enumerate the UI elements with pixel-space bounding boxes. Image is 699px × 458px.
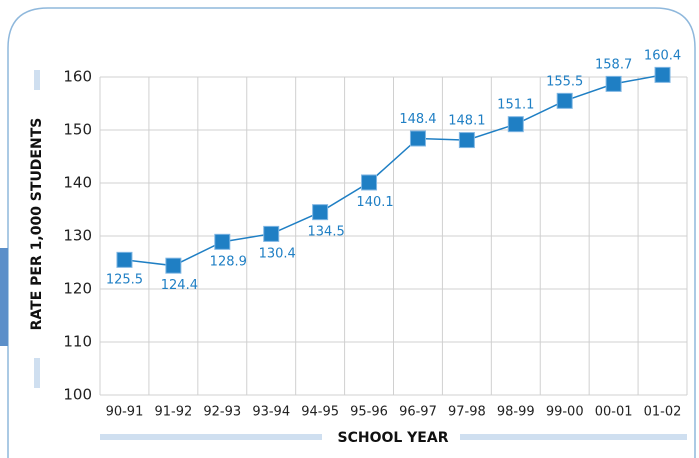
y-tick-label: 130 xyxy=(63,227,92,245)
side-tab xyxy=(0,248,8,346)
value-label: 148.4 xyxy=(399,112,436,127)
x-tick-label: 92-93 xyxy=(203,405,241,420)
x-tick-label: 97-98 xyxy=(448,405,486,420)
marker xyxy=(409,130,426,147)
value-label: 148.1 xyxy=(448,114,485,129)
x-axis-label: SCHOOL YEAR xyxy=(338,430,449,446)
marker xyxy=(605,75,622,92)
x-tick-label: 93-94 xyxy=(252,405,290,420)
x-tick-label: 90-91 xyxy=(106,405,144,420)
marker xyxy=(458,132,475,149)
line xyxy=(124,74,663,267)
x-tick-label: 00-01 xyxy=(595,405,633,420)
marker xyxy=(312,204,329,221)
value-label: 128.9 xyxy=(210,254,247,269)
y-axis-label: RATE PER 1,000 STUDENTS xyxy=(29,118,45,331)
marker xyxy=(116,251,133,268)
value-label: 134.5 xyxy=(308,225,345,240)
value-label: 140.1 xyxy=(356,195,393,210)
value-label: 160.4 xyxy=(644,48,681,63)
y-tick-label: 140 xyxy=(63,174,92,192)
y-tick-label: 160 xyxy=(63,68,92,86)
x-tick-label: 99-00 xyxy=(546,405,584,420)
axis-bar xyxy=(34,70,40,90)
x-tick-label: 91-92 xyxy=(154,405,192,420)
frame xyxy=(7,7,696,458)
y-tick-label: 110 xyxy=(63,333,92,351)
x-tick-label: 01-02 xyxy=(644,405,682,420)
marker xyxy=(556,92,573,109)
axis-bar xyxy=(100,434,322,440)
marker xyxy=(361,174,378,191)
marker xyxy=(214,233,231,250)
marker xyxy=(507,116,524,133)
marker xyxy=(263,225,280,242)
x-tick-label: 96-97 xyxy=(399,405,437,420)
x-tick-label: 95-96 xyxy=(350,405,388,420)
axis-bar xyxy=(460,434,687,440)
y-tick-label: 100 xyxy=(63,386,92,404)
marker xyxy=(165,257,182,274)
value-label: 124.4 xyxy=(161,278,198,293)
value-label: 158.7 xyxy=(595,57,632,72)
axis-bar xyxy=(34,358,40,388)
marker xyxy=(654,66,671,83)
y-tick-label: 120 xyxy=(63,280,92,298)
value-label: 125.5 xyxy=(106,272,143,287)
y-tick-label: 150 xyxy=(63,121,92,139)
x-tick-label: 98-99 xyxy=(497,405,535,420)
value-label: 130.4 xyxy=(259,246,296,261)
x-tick-label: 94-95 xyxy=(301,405,339,420)
value-label: 155.5 xyxy=(546,74,583,89)
value-label: 151.1 xyxy=(497,98,534,113)
